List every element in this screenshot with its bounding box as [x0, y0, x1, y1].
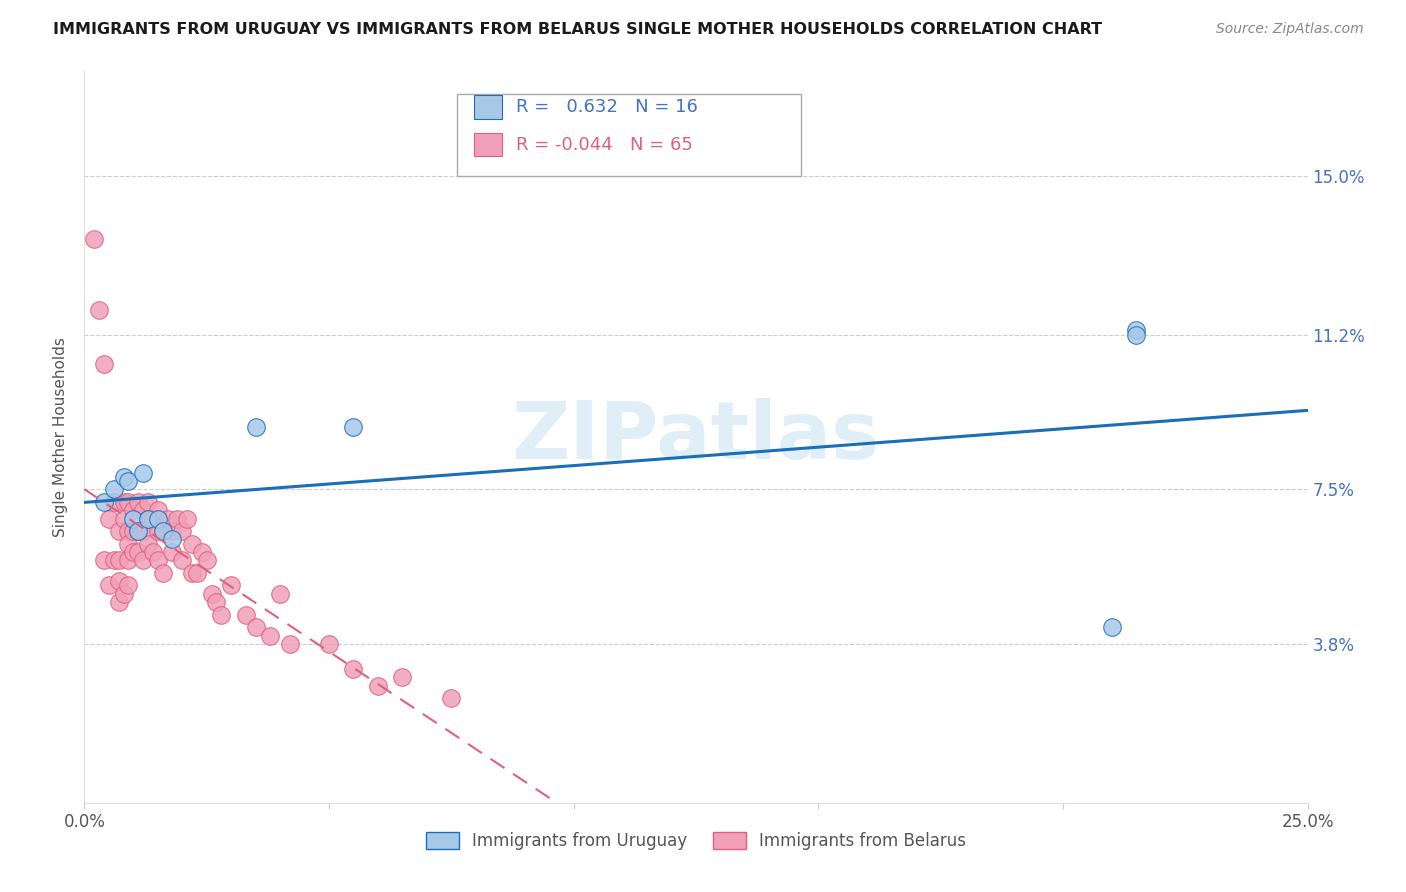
Point	[142, 511, 165, 525]
Point	[112, 511, 135, 525]
Point	[440, 691, 463, 706]
Point	[1101, 620, 1123, 634]
Point	[142, 545, 165, 559]
Point	[219, 578, 242, 592]
Text: Source: ZipAtlas.com: Source: ZipAtlas.com	[1216, 22, 1364, 37]
Point	[112, 470, 135, 484]
Point	[136, 511, 159, 525]
Point	[181, 566, 204, 580]
Point	[122, 511, 145, 525]
Point	[162, 524, 184, 538]
Point	[172, 524, 194, 538]
Point	[103, 495, 125, 509]
Point	[162, 545, 184, 559]
Point	[278, 637, 301, 651]
Point	[117, 524, 139, 538]
Point	[122, 524, 145, 538]
Point	[112, 587, 135, 601]
Point	[132, 553, 155, 567]
Point	[136, 536, 159, 550]
Point	[117, 553, 139, 567]
Point	[136, 511, 159, 525]
Point	[107, 574, 129, 589]
Point	[112, 495, 135, 509]
Point	[117, 495, 139, 509]
Point	[156, 511, 179, 525]
Point	[269, 587, 291, 601]
Point	[146, 553, 169, 567]
Point	[191, 545, 214, 559]
Point	[176, 511, 198, 525]
Point	[205, 595, 228, 609]
Point	[186, 566, 208, 580]
Point	[132, 524, 155, 538]
Point	[127, 545, 149, 559]
Point	[235, 607, 257, 622]
Point	[103, 553, 125, 567]
Point	[132, 503, 155, 517]
Point	[103, 483, 125, 497]
Point	[127, 495, 149, 509]
Point	[107, 553, 129, 567]
Point	[127, 524, 149, 538]
Text: ZIPatlas: ZIPatlas	[512, 398, 880, 476]
Point	[152, 566, 174, 580]
Point	[342, 662, 364, 676]
Point	[162, 533, 184, 547]
Point	[318, 637, 340, 651]
Text: IMMIGRANTS FROM URUGUAY VS IMMIGRANTS FROM BELARUS SINGLE MOTHER HOUSEHOLDS CORR: IMMIGRANTS FROM URUGUAY VS IMMIGRANTS FR…	[53, 22, 1102, 37]
Point	[93, 357, 115, 371]
Point	[97, 578, 120, 592]
Point	[87, 302, 110, 317]
Point	[391, 670, 413, 684]
Point	[83, 231, 105, 245]
Point	[93, 553, 115, 567]
Point	[117, 536, 139, 550]
Point	[117, 474, 139, 488]
Point	[1125, 327, 1147, 342]
Point	[152, 524, 174, 538]
Text: R =   0.632   N = 16: R = 0.632 N = 16	[516, 98, 697, 116]
Point	[181, 536, 204, 550]
Point	[146, 524, 169, 538]
Point	[342, 419, 364, 434]
Legend: Immigrants from Uruguay, Immigrants from Belarus: Immigrants from Uruguay, Immigrants from…	[419, 825, 973, 856]
Point	[245, 620, 267, 634]
Point	[132, 466, 155, 480]
Point	[146, 503, 169, 517]
Point	[107, 524, 129, 538]
Point	[93, 495, 115, 509]
Point	[97, 511, 120, 525]
Point	[209, 607, 232, 622]
Point	[200, 587, 222, 601]
Point	[107, 595, 129, 609]
Point	[136, 495, 159, 509]
Point	[259, 629, 281, 643]
Point	[117, 578, 139, 592]
Point	[1125, 324, 1147, 338]
Text: R = -0.044   N = 65: R = -0.044 N = 65	[516, 136, 693, 153]
Point	[122, 545, 145, 559]
Point	[367, 679, 389, 693]
Point	[152, 524, 174, 538]
Point	[172, 553, 194, 567]
Point	[127, 524, 149, 538]
Point	[245, 419, 267, 434]
Point	[166, 511, 188, 525]
Point	[146, 511, 169, 525]
Point	[122, 503, 145, 517]
Point	[195, 553, 218, 567]
Y-axis label: Single Mother Households: Single Mother Households	[53, 337, 69, 537]
